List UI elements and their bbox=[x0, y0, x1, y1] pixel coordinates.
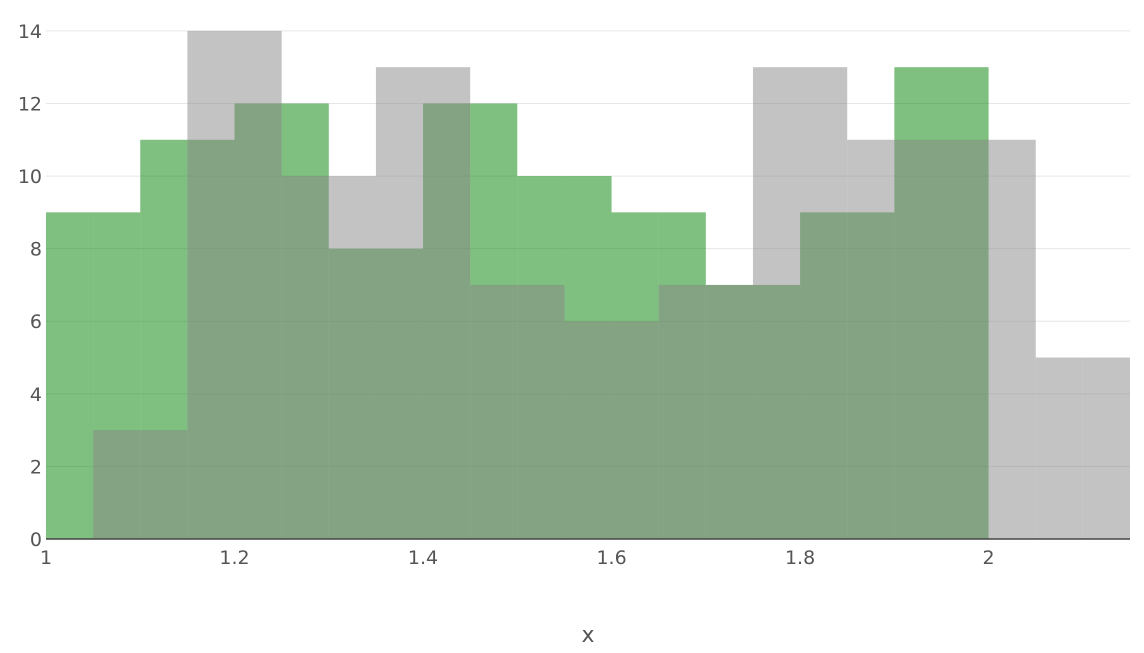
histogram-bar bbox=[752, 67, 801, 539]
x-tick-label: 1.4 bbox=[408, 547, 438, 569]
histogram-bar bbox=[564, 321, 612, 539]
plot-area bbox=[46, 30, 1130, 540]
x-tick-label: 1.2 bbox=[219, 547, 249, 569]
histogram-bar bbox=[140, 430, 188, 539]
histogram-bar bbox=[1082, 357, 1130, 539]
y-tick-label: 8 bbox=[30, 239, 42, 261]
x-tick-label: 2 bbox=[983, 547, 995, 569]
histogram-bar bbox=[988, 139, 1036, 539]
y-tick-label: 10 bbox=[18, 166, 42, 188]
y-tick-label: 4 bbox=[30, 384, 42, 406]
x-axis-title: x bbox=[581, 623, 594, 648]
histogram-bar bbox=[187, 30, 235, 539]
histogram-bar bbox=[705, 284, 753, 539]
histogram-bar bbox=[93, 430, 141, 539]
histogram-bar bbox=[658, 284, 706, 539]
histogram-bar bbox=[847, 139, 895, 539]
y-axis-ticks: 0 2 4 6 8 10 12 14 bbox=[18, 21, 42, 551]
histogram-bar bbox=[470, 284, 518, 539]
x-tick-label: 1.6 bbox=[596, 547, 626, 569]
y-tick-label: 0 bbox=[30, 529, 42, 551]
x-axis-ticks: 1 1.2 1.4 1.6 1.8 2 bbox=[40, 547, 995, 569]
y-tick-label: 12 bbox=[18, 93, 42, 115]
histogram-bar bbox=[375, 67, 424, 539]
histogram-bar bbox=[941, 139, 989, 539]
histogram-bar bbox=[328, 176, 376, 540]
histogram-bar bbox=[517, 284, 565, 539]
x-tick-label: 1.8 bbox=[785, 547, 815, 569]
y-tick-label: 6 bbox=[30, 311, 42, 333]
histogram-bar bbox=[423, 67, 471, 539]
histogram-bar bbox=[611, 321, 659, 539]
histogram-bar bbox=[894, 139, 942, 539]
histogram-bar bbox=[1035, 357, 1083, 539]
histogram-bar bbox=[234, 30, 282, 539]
histogram-bar bbox=[46, 212, 94, 540]
y-tick-label: 2 bbox=[30, 456, 42, 478]
histogram-bar bbox=[800, 67, 848, 539]
x-tick-label: 1 bbox=[40, 547, 52, 569]
histogram-series bbox=[93, 30, 1130, 540]
y-tick-label: 14 bbox=[18, 21, 42, 43]
histogram-bar bbox=[281, 176, 329, 540]
